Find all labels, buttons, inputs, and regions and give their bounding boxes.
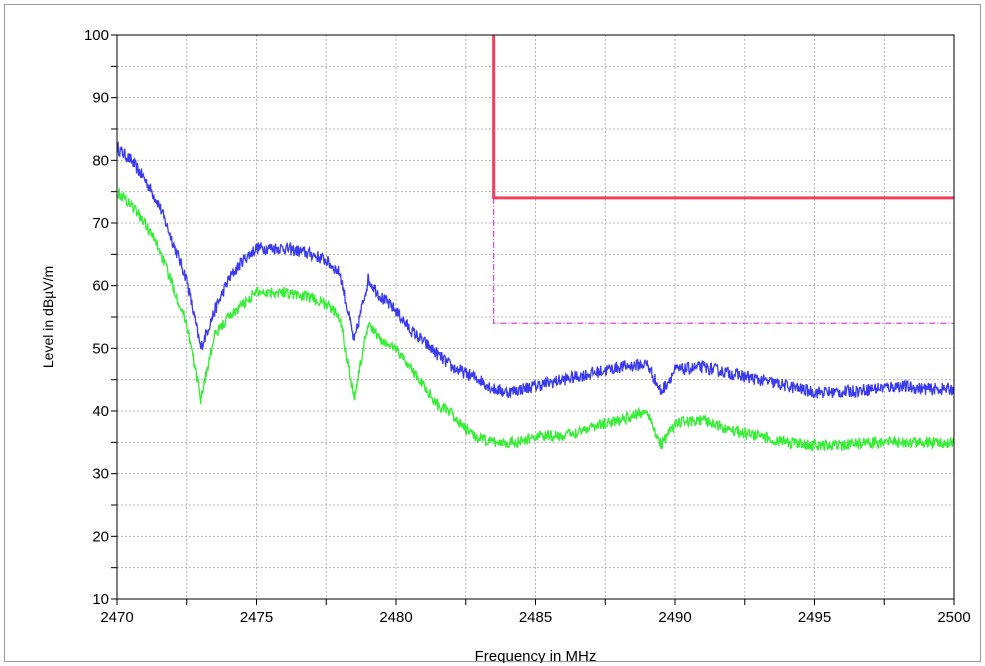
chart-frame: 10 20 30 40 50 60 70 80 90 100 2470 2475 2480 2485 249… [4,4,981,663]
y-tick-label: 40 [92,403,109,420]
y-tick-label: 70 [92,215,109,232]
y-axis-label: Level in dBµV/m [40,266,56,368]
y-tick-label: 100 [84,27,109,44]
chart: 10 20 30 40 50 60 70 80 90 100 2470 2475 2480 2485 249… [40,27,971,663]
x-tick-label: 2480 [379,609,412,626]
plot-border [116,34,955,600]
axis-ticks [111,34,955,605]
y-tick-label: 10 [92,591,109,608]
y-tick-label: 20 [92,528,109,545]
x-tick-label: 2490 [658,609,691,626]
y-tick-label: 80 [92,152,109,169]
x-tick-label: 2475 [240,609,273,626]
grid [116,34,955,600]
y-tick-label: 30 [92,466,109,483]
x-tick-label: 2495 [798,609,831,626]
y-tick-label: 90 [92,90,109,107]
tick-labels: 10 20 30 40 50 60 70 80 90 100 2470 2475 2480 2485 249… [84,27,971,626]
x-tick-label: 2485 [519,609,552,626]
series-group [116,35,955,452]
limit-line-2 [492,35,954,200]
limit-line-3 [493,197,954,324]
trace-0 [116,141,955,399]
x-tick-label: 2500 [937,609,970,626]
x-tick-label: 2470 [100,609,133,626]
y-tick-label: 60 [92,278,109,295]
trace-1 [116,188,955,452]
x-axis-label: Frequency in MHz [475,648,597,663]
y-tick-label: 50 [92,340,109,357]
